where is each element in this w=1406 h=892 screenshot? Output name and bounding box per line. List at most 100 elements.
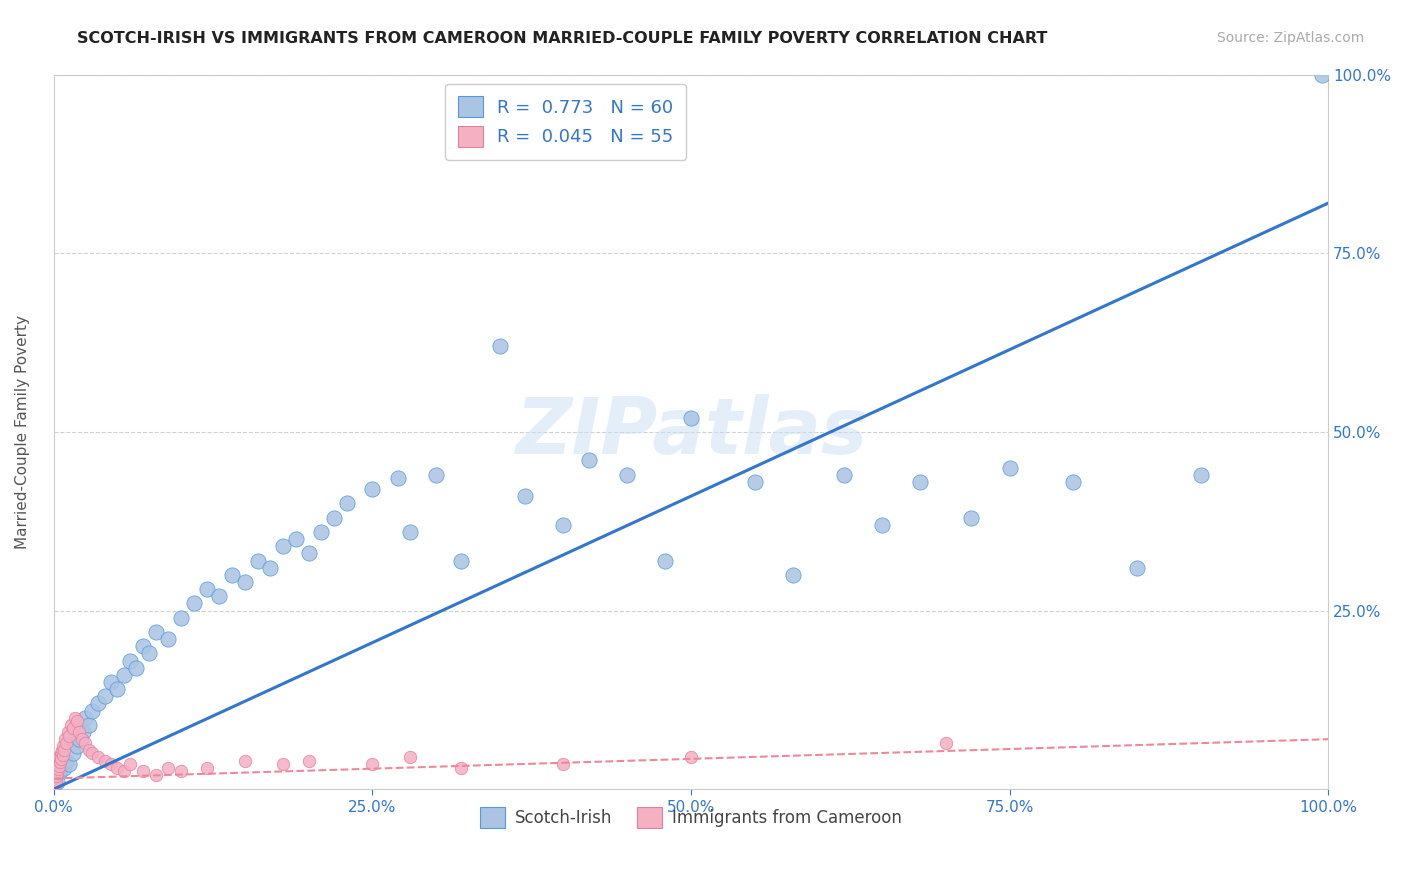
Point	[323, 510, 346, 524]
Point	[553, 517, 575, 532]
Point	[120, 757, 142, 772]
Point	[51, 747, 73, 762]
Point	[44, 779, 66, 793]
Point	[399, 750, 422, 764]
Point	[93, 690, 115, 704]
Point	[125, 661, 148, 675]
Text: Source: ZipAtlas.com: Source: ZipAtlas.com	[1216, 31, 1364, 45]
Point	[49, 747, 72, 761]
Point	[46, 766, 69, 780]
Point	[87, 697, 110, 711]
Point	[284, 532, 307, 546]
Point	[336, 496, 359, 510]
Point	[79, 743, 101, 757]
Point	[67, 732, 90, 747]
Text: ZIPatlas: ZIPatlas	[515, 394, 868, 470]
Point	[387, 471, 409, 485]
Legend: Scotch-Irish, Immigrants from Cameroon: Scotch-Irish, Immigrants from Cameroon	[472, 801, 908, 835]
Point	[52, 743, 75, 757]
Point	[488, 339, 510, 353]
Point	[221, 567, 243, 582]
Point	[208, 589, 231, 603]
Point	[157, 761, 180, 775]
Point	[1062, 475, 1084, 489]
Point	[998, 460, 1021, 475]
Point	[361, 482, 384, 496]
Point	[87, 750, 110, 764]
Text: SCOTCH-IRISH VS IMMIGRANTS FROM CAMEROON MARRIED-COUPLE FAMILY POVERTY CORRELATI: SCOTCH-IRISH VS IMMIGRANTS FROM CAMEROON…	[77, 31, 1047, 46]
Point	[170, 764, 193, 779]
Point	[75, 711, 97, 725]
Point	[654, 553, 676, 567]
Point	[45, 764, 67, 779]
Point	[832, 467, 855, 482]
Point	[65, 711, 87, 725]
Point	[44, 768, 66, 782]
Point	[145, 768, 167, 782]
Point	[553, 757, 575, 772]
Point	[910, 475, 932, 489]
Point	[870, 517, 893, 532]
Point	[112, 764, 135, 779]
Point	[58, 729, 80, 743]
Point	[49, 764, 72, 779]
Point	[45, 773, 67, 788]
Point	[48, 759, 70, 773]
Point	[183, 596, 205, 610]
Point	[679, 750, 702, 764]
Point	[53, 732, 76, 747]
Point	[51, 743, 73, 757]
Point	[44, 775, 66, 789]
Point	[80, 704, 103, 718]
Point	[145, 625, 167, 640]
Point	[56, 725, 79, 739]
Point	[67, 725, 90, 739]
Point	[515, 489, 537, 503]
Point	[297, 754, 319, 768]
Point	[46, 762, 69, 776]
Point	[79, 718, 101, 732]
Point	[60, 718, 83, 732]
Point	[75, 736, 97, 750]
Point	[52, 739, 75, 754]
Point	[48, 754, 70, 768]
Point	[679, 410, 702, 425]
Point	[450, 761, 472, 775]
Point	[105, 682, 128, 697]
Point	[744, 475, 766, 489]
Point	[132, 640, 155, 654]
Point	[46, 775, 69, 789]
Point	[616, 467, 638, 482]
Point	[49, 755, 72, 769]
Point	[399, 524, 422, 539]
Point	[100, 675, 122, 690]
Point	[309, 524, 332, 539]
Point	[120, 654, 142, 668]
Point	[80, 747, 103, 761]
Point	[271, 757, 294, 772]
Point	[782, 567, 804, 582]
Point	[233, 754, 256, 768]
Point	[170, 610, 193, 624]
Point	[425, 467, 447, 482]
Point	[65, 714, 87, 729]
Point	[52, 761, 75, 775]
Point	[132, 764, 155, 779]
Point	[195, 761, 218, 775]
Point	[233, 574, 256, 589]
Point	[157, 632, 180, 647]
Point	[55, 736, 77, 750]
Point	[62, 722, 84, 736]
Point	[246, 553, 269, 567]
Point	[105, 761, 128, 775]
Point	[93, 754, 115, 768]
Point	[45, 761, 67, 775]
Point	[72, 725, 94, 739]
Point	[44, 776, 66, 790]
Point	[1126, 560, 1149, 574]
Point	[112, 668, 135, 682]
Point	[62, 747, 84, 761]
Point	[960, 510, 983, 524]
Point	[70, 732, 93, 747]
Point	[100, 757, 122, 772]
